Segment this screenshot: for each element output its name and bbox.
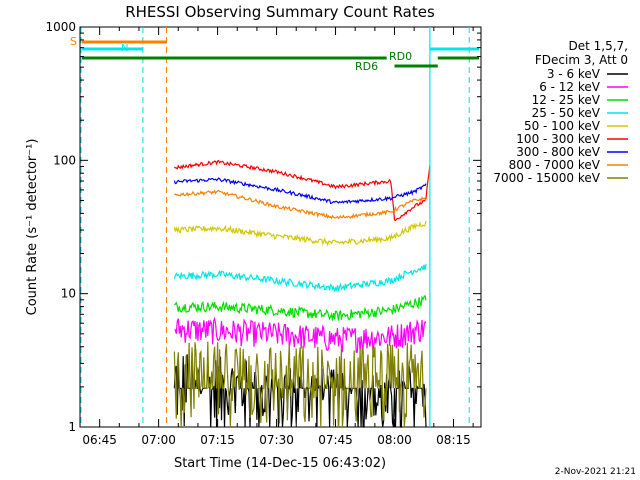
y-tick-label: 10 <box>61 287 76 301</box>
rd6-label: RD6 <box>355 60 378 73</box>
x-tick-label: 08:15 <box>436 433 471 447</box>
rd0-label: RD0 <box>389 50 412 63</box>
x-tick-label: 08:00 <box>377 433 412 447</box>
legend-label: 100 - 300 keV <box>516 132 600 146</box>
axes: 06:45 07:00 07:15 07:30 07:45 08:00 08:15 1 10 10… <box>45 20 481 447</box>
legend-label: 50 - 100 keV <box>524 119 601 133</box>
y-tick-label: 1000 <box>45 20 76 34</box>
x-tick-label: 07:00 <box>141 433 176 447</box>
series-line <box>173 263 427 292</box>
night-label: N <box>121 43 128 54</box>
series-line <box>173 294 427 321</box>
plot-frame <box>79 26 482 428</box>
y-axis-label: Count Rate (s⁻¹ detector⁻¹) <box>25 139 40 316</box>
x-tick-label: 06:45 <box>82 433 117 447</box>
series-line <box>174 189 427 220</box>
legend-header-2: FDecim 3, Att 0 <box>535 53 628 67</box>
legend-label: 3 - 6 keV <box>547 67 601 81</box>
plot-area: S N RD0 RD6 <box>70 27 479 428</box>
x-axis-label: Start Time (14-Dec-15 06:43:02) <box>174 456 386 471</box>
legend-label: 12 - 25 keV <box>532 93 601 107</box>
series-line <box>173 159 431 222</box>
saa-label: S <box>70 35 77 48</box>
x-tick-label: 07:30 <box>259 433 294 447</box>
legend-label: 25 - 50 keV <box>532 106 601 120</box>
legend-label: 6 - 12 keV <box>539 80 601 94</box>
y-tick-label: 1 <box>68 420 76 434</box>
x-tick-label: 07:15 <box>200 433 235 447</box>
chart-title: RHESSI Observing Summary Count Rates <box>125 3 435 21</box>
x-tick-label: 07:45 <box>318 433 353 447</box>
series-line <box>173 177 427 205</box>
series-line <box>173 220 427 247</box>
footer-date: 2-Nov-2021 21:21 <box>555 467 636 477</box>
legend-label: 300 - 800 keV <box>516 145 600 159</box>
y-tick-label: 100 <box>53 153 76 167</box>
series-line <box>174 316 427 354</box>
legend-label: 800 - 7000 keV <box>509 158 601 172</box>
series-line <box>173 341 427 428</box>
legend-label: 7000 - 15000 keV <box>493 171 600 185</box>
legend-header-1: Det 1,5,7, <box>569 39 629 53</box>
